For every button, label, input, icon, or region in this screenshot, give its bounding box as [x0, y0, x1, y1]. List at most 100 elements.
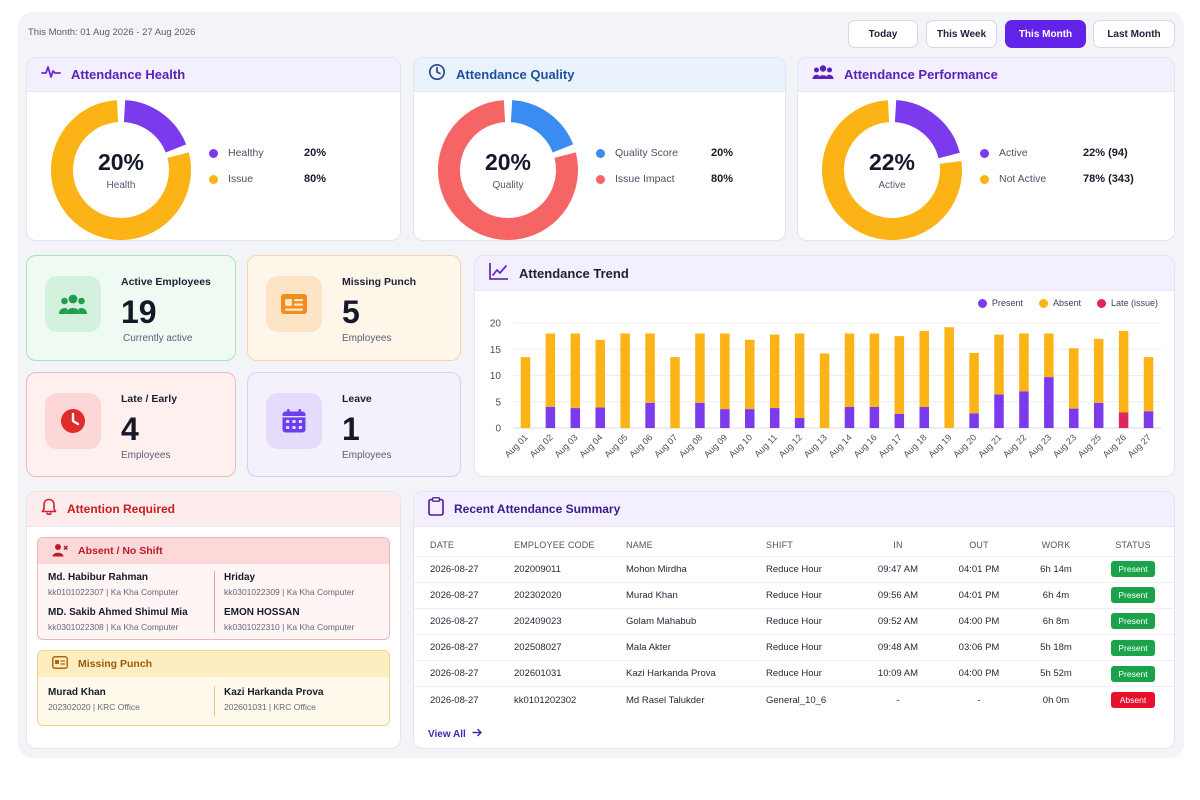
issue-dot: [209, 174, 218, 184]
x-tick-label: Aug 26: [1101, 432, 1128, 459]
bar-absent: [894, 336, 905, 414]
absent-person[interactable]: Hriday kk0301022309 | Ka Kha Computer: [224, 572, 384, 597]
missing-punch-card[interactable]: Missing Punch 5 Employees: [247, 255, 461, 361]
period-last-month-button[interactable]: Last Month: [1093, 20, 1175, 48]
bar-absent: [969, 352, 979, 414]
x-tick-label: Aug 09: [702, 432, 729, 459]
bar-present: [720, 409, 730, 428]
missing-punch-person[interactable]: Kazi Harkanda Prova 202601031 | KRC Offi…: [224, 687, 384, 712]
period-this-month-button[interactable]: This Month: [1005, 20, 1086, 48]
table-row[interactable]: 2026-08-27 202302020 Murad Khan Reduce Hour…: [414, 581, 1174, 609]
quality-legend-issue: Issue Impact 80%: [596, 173, 733, 185]
quality-legend-score: Quality Score 20%: [596, 147, 733, 159]
absent-person[interactable]: EMON HOSSAN kk0301022310 | Ka Kha Comput…: [224, 607, 384, 632]
legend-value: 22% (94): [1083, 147, 1128, 159]
late-early-card[interactable]: Late / Early 4 Employees: [26, 372, 236, 477]
person-name: MD. Sakib Ahmed Shimul Mia: [48, 607, 188, 618]
x-tick-label: Aug 19: [926, 432, 953, 459]
x-tick-label: Aug 02: [528, 432, 555, 459]
bar-present: [994, 394, 1004, 428]
column-divider: [214, 571, 215, 633]
health-center-label: Health: [106, 180, 136, 191]
x-tick-label: Aug 13: [802, 432, 829, 459]
cell-employee-code: 202009011: [514, 555, 626, 583]
bar-absent: [545, 333, 556, 407]
x-tick-label: Aug 03: [552, 432, 579, 459]
missing-punch-person[interactable]: Murad Khan 202302020 | KRC Office: [48, 687, 208, 712]
col-name: NAME: [626, 539, 653, 550]
cell-employee-code: 202302020: [514, 581, 626, 609]
table-row[interactable]: 2026-08-27 202009011 Mohon Mirdha Reduce Ho…: [414, 555, 1174, 583]
status-badge: Absent: [1111, 692, 1155, 709]
cell-in: -: [858, 686, 938, 714]
absent-no-shift-title: Absent / No Shift: [78, 545, 163, 557]
period-today-button[interactable]: Today: [848, 20, 918, 48]
leave-value: 1: [342, 411, 360, 447]
col-in: IN: [893, 539, 903, 550]
view-all-link[interactable]: View All: [428, 728, 482, 740]
column-divider: [214, 686, 215, 716]
attendance-quality-title: Attendance Quality: [456, 67, 575, 82]
recent-attendance-summary-card: Recent Attendance Summary DATE EMPLOYEE …: [413, 491, 1175, 749]
bar-absent: [670, 357, 680, 429]
status-badge: Present: [1111, 613, 1155, 630]
quality-score-dot: [596, 148, 605, 158]
bar-present: [1069, 408, 1079, 428]
cell-out: 04:01 PM: [938, 555, 1020, 583]
performance-donut-segment-1: [822, 100, 962, 240]
attendance-performance-header: Attendance Performance: [798, 58, 1174, 92]
person-name: Hriday: [224, 572, 256, 583]
bar-absent: [1118, 330, 1129, 413]
active-employees-card[interactable]: Active Employees 19 Currently active: [26, 255, 236, 361]
cell-status: Present: [1092, 607, 1174, 635]
absent-person[interactable]: MD. Sakib Ahmed Shimul Mia kk0301022308 …: [48, 607, 208, 632]
bar-present: [794, 418, 805, 428]
team-icon: [45, 276, 101, 332]
cell-out: 04:00 PM: [938, 660, 1020, 687]
performance-donut-segment-0: [894, 100, 960, 159]
col-out: OUT: [969, 539, 989, 550]
leave-card[interactable]: Leave 1 Employees: [247, 372, 461, 477]
cell-shift: General_10_6: [766, 686, 858, 714]
col-status: STATUS: [1115, 539, 1151, 550]
cell-out: 04:00 PM: [938, 607, 1020, 635]
performance-legend-not-active: Not Active 78% (343): [980, 173, 1134, 185]
x-tick-label: Aug 04: [577, 432, 604, 459]
table-row[interactable]: 2026-08-27 202508027 Mala Akter Reduce Hour…: [414, 634, 1174, 661]
cell-in: 09:47 AM: [858, 555, 938, 583]
x-tick-label: Aug 05: [602, 432, 629, 459]
cell-in: 09:52 AM: [858, 607, 938, 635]
legend-value: 78% (343): [1083, 173, 1134, 185]
x-tick-label: Aug 16: [852, 432, 879, 459]
missing-punch-box: Missing Punch Murad Khan 202302020 | KRC…: [37, 650, 390, 726]
performance-legend-active: Active 22% (94): [980, 147, 1128, 159]
table-row[interactable]: 2026-08-27 202601031 Kazi Harkanda Prova Re…: [414, 660, 1174, 687]
card-icon: [52, 656, 68, 672]
performance-center-label: Active: [878, 180, 906, 191]
alarm-clock-icon: [45, 393, 101, 449]
cell-in: 09:48 AM: [858, 634, 938, 661]
table-row[interactable]: 2026-08-27 202409023 Golam Mahabub Reduce H…: [414, 607, 1174, 635]
user-x-icon: [52, 543, 69, 560]
absent-person[interactable]: Md. Habibur Rahman kk0101022307 | Ka Kha…: [48, 572, 208, 597]
missing-punch-box-title: Missing Punch: [78, 658, 153, 670]
bar-late-issue: [1118, 412, 1129, 428]
cell-work: 6h 14m: [1020, 555, 1092, 583]
x-tick-label: Aug 06: [627, 432, 654, 459]
cell-in: 10:09 AM: [858, 660, 938, 687]
bar-absent: [695, 333, 705, 403]
attendance-health-header: Attendance Health: [27, 58, 400, 92]
attention-required-card: Attention Required Absent / No Shift Md.…: [26, 491, 401, 749]
bar-absent: [1044, 333, 1054, 378]
status-badge: Present: [1111, 587, 1155, 604]
cell-employee-code: kk0101202302: [514, 686, 626, 714]
bar-present: [869, 407, 880, 428]
cell-in: 09:56 AM: [858, 581, 938, 609]
bar-present: [545, 407, 556, 428]
period-this-week-button[interactable]: This Week: [926, 20, 997, 48]
attendance-table: DATE EMPLOYEE CODE NAME SHIFT IN OUT WOR…: [414, 534, 1174, 714]
attendance-trend-card: Attendance Trend Present Absent Late (is…: [474, 255, 1175, 477]
table-row[interactable]: 2026-08-27 kk0101202302 Md Rasel Talukder G…: [414, 686, 1174, 714]
cell-work: 5h 52m: [1020, 660, 1092, 687]
bar-absent: [769, 334, 780, 409]
